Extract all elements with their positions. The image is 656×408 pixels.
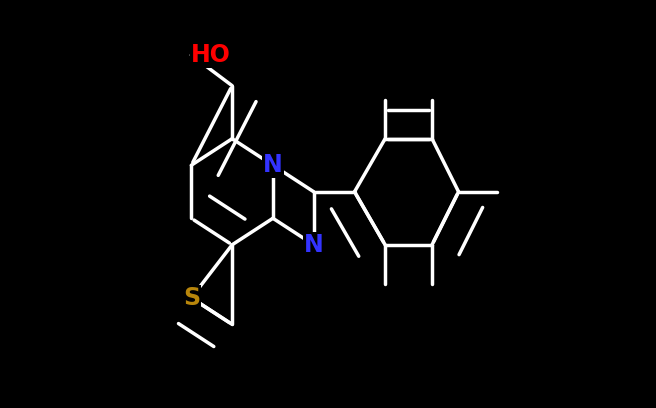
Text: N: N bbox=[263, 153, 283, 177]
Text: S: S bbox=[183, 286, 200, 310]
Text: HO: HO bbox=[192, 43, 231, 67]
Text: N: N bbox=[304, 233, 323, 257]
